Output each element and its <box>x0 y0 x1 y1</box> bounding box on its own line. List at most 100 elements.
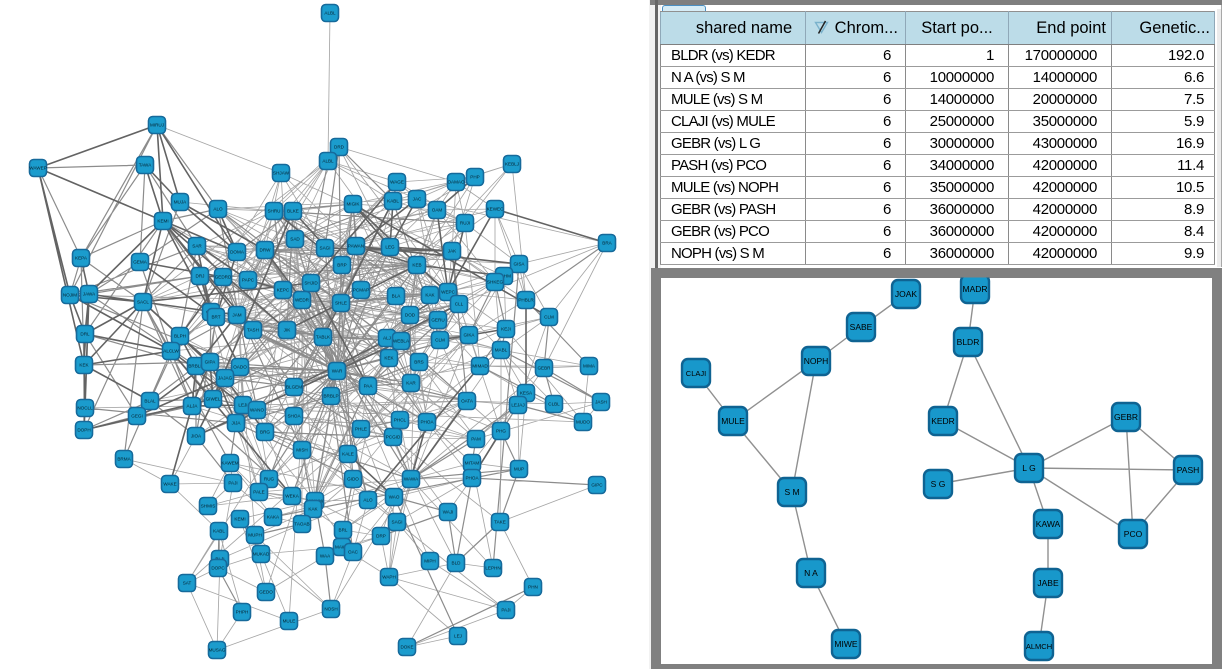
svg-text:KAWA: KAWA <box>1036 519 1061 529</box>
svg-text:GEDRD: GEDRD <box>215 275 232 280</box>
svg-text:DRD: DRD <box>334 145 345 150</box>
svg-text:ALJA: ALJA <box>187 404 199 409</box>
svg-text:DOPH: DOPH <box>77 428 90 433</box>
svg-text:LEJI: LEJI <box>238 403 247 408</box>
svg-text:PHP: PHP <box>470 175 479 180</box>
svg-text:DOKE: DOKE <box>400 645 413 650</box>
svg-text:MIWE: MIWE <box>834 639 857 649</box>
svg-text:CLL: CLL <box>455 302 464 307</box>
svg-text:NOJIM: NOJIM <box>63 293 77 298</box>
svg-text:ALMCH: ALMCH <box>1026 642 1052 651</box>
svg-text:PHCL: PHCL <box>394 418 407 423</box>
svg-text:WAKE: WAKE <box>163 482 176 487</box>
svg-text:SAGI: SAGI <box>392 520 403 525</box>
svg-text:BRBLP: BRBLP <box>323 394 338 399</box>
svg-text:TASH: TASH <box>247 328 259 333</box>
svg-text:PHOA: PHOA <box>465 476 479 481</box>
svg-text:PASH: PASH <box>1177 465 1200 475</box>
svg-text:LEJ: LEJ <box>454 634 462 639</box>
svg-text:KABL: KABL <box>213 529 225 534</box>
svg-text:GEMA: GEMA <box>133 260 147 265</box>
svg-text:ALJ: ALJ <box>383 336 391 341</box>
svg-text:GEBR: GEBR <box>537 366 551 371</box>
svg-text:BRMA: BRMA <box>117 457 131 462</box>
svg-text:WAJI: WAJI <box>443 510 454 515</box>
svg-text:BLKE: BLKE <box>287 209 299 214</box>
svg-text:WAWA: WAWA <box>404 477 419 482</box>
svg-text:S G: S G <box>931 479 946 489</box>
svg-text:RUJI: RUJI <box>460 221 470 226</box>
svg-text:PHPH: PHPH <box>236 610 249 615</box>
svg-text:DOPC: DOPC <box>211 566 225 571</box>
svg-text:WANO: WANO <box>250 408 265 413</box>
svg-text:NOSH: NOSH <box>324 607 337 612</box>
svg-text:KEPC: KEPC <box>277 288 290 293</box>
svg-text:NOCLL: NOCLL <box>77 406 93 411</box>
svg-text:KAKA: KAKA <box>267 515 280 520</box>
svg-text:SABE: SABE <box>850 322 873 332</box>
svg-text:OADO: OADO <box>233 365 247 370</box>
svg-text:KEB: KEB <box>412 263 421 268</box>
svg-text:SAR: SAR <box>192 244 202 249</box>
svg-text:S M: S M <box>784 487 799 497</box>
svg-text:PHN: PHN <box>528 585 538 590</box>
svg-text:SHOA: SHOA <box>287 414 301 419</box>
svg-text:CLM: CLM <box>544 315 554 320</box>
svg-text:BLGEM: BLGEM <box>286 385 302 390</box>
svg-text:JAM: JAM <box>232 313 241 318</box>
svg-text:PAWAN: PAWAN <box>348 244 364 249</box>
svg-text:PCO: PCO <box>1124 529 1143 539</box>
svg-text:JABE: JABE <box>1037 578 1059 588</box>
svg-text:BLA: BLA <box>392 294 402 299</box>
svg-text:SHJID: SHJID <box>304 281 318 286</box>
svg-text:BLPH: BLPH <box>174 334 186 339</box>
svg-text:KEWEC: KEWEC <box>487 207 505 212</box>
svg-text:GEBR: GEBR <box>1114 412 1138 422</box>
svg-text:KAK: KAK <box>425 293 435 298</box>
svg-text:GISA: GISA <box>514 262 526 267</box>
svg-text:MIMA: MIMA <box>583 364 596 369</box>
svg-text:DOMA: DOMA <box>230 250 245 255</box>
svg-text:MULE: MULE <box>721 416 745 426</box>
svg-text:KALE: KALE <box>342 452 354 457</box>
svg-text:GEGI: GEGI <box>131 414 143 419</box>
svg-text:OAC: OAC <box>348 550 359 555</box>
svg-text:KAK: KAK <box>308 507 318 512</box>
svg-text:WEPC: WEPC <box>441 290 455 295</box>
svg-text:PALE: PALE <box>253 490 264 495</box>
svg-text:KEK: KEK <box>79 363 89 368</box>
svg-text:DRJ: DRJ <box>196 274 205 279</box>
svg-text:TAKE: TAKE <box>494 520 506 525</box>
svg-text:PHOA: PHOA <box>420 420 434 425</box>
svg-text:ALO: ALO <box>363 498 373 503</box>
svg-text:BLDR: BLDR <box>957 337 980 347</box>
svg-text:GIKA: GIKA <box>464 333 476 338</box>
svg-text:OATA: OATA <box>461 399 474 404</box>
svg-text:MABL: MABL <box>495 348 508 353</box>
svg-text:BRT: BRT <box>211 315 220 320</box>
svg-text:L G: L G <box>1022 463 1035 473</box>
svg-text:ALO: ALO <box>213 207 223 212</box>
svg-text:PHLE: PHLE <box>355 427 367 432</box>
svg-text:MITAM: MITAM <box>465 461 480 466</box>
svg-text:KESA: KESA <box>520 391 533 396</box>
svg-text:WAWEP: WAWEP <box>29 166 47 171</box>
svg-text:BRG: BRG <box>260 430 270 435</box>
svg-text:KEMI: KEMI <box>157 219 168 224</box>
svg-text:KEJI: KEJI <box>501 327 511 332</box>
svg-text:SHMIS: SHMIS <box>201 504 216 509</box>
svg-text:N A: N A <box>804 568 818 578</box>
svg-text:PAJI: PAJI <box>501 608 510 613</box>
svg-text:MIMAD: MIMAD <box>472 364 488 369</box>
svg-text:WEBLA: WEBLA <box>393 339 410 344</box>
svg-text:KEDR: KEDR <box>931 416 955 426</box>
svg-text:KABL: KABL <box>387 199 399 204</box>
svg-text:JIK: JIK <box>284 328 292 333</box>
svg-text:KAR: KAR <box>406 381 416 386</box>
svg-text:CLAJI: CLAJI <box>686 369 706 378</box>
svg-text:TAWA: TAWA <box>139 163 153 168</box>
svg-text:OAM: OAM <box>432 208 443 213</box>
svg-text:LEJAJ: LEJAJ <box>511 403 524 408</box>
svg-text:PHG: PHG <box>496 429 506 434</box>
svg-text:PAA: PAA <box>364 384 374 389</box>
